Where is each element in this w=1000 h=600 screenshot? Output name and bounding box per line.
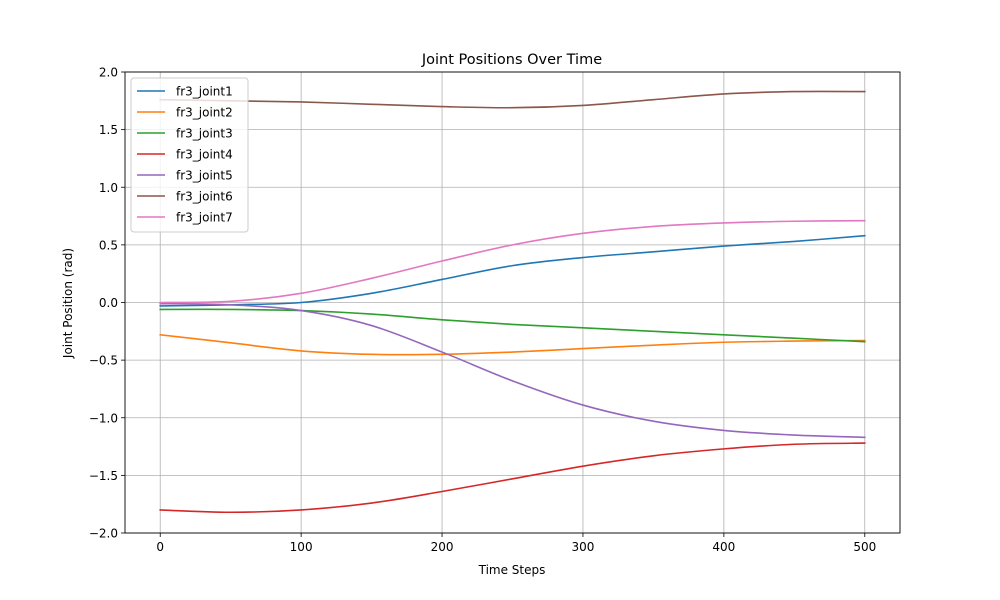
series-line-fr3_joint3: [159, 308, 866, 343]
series-line-fr3_joint4: [159, 442, 866, 514]
x-tick-label: 400: [712, 540, 735, 554]
x-tick-label: 500: [853, 540, 876, 554]
y-ticks: −2.0 −1.5 −1.0 −0.5 0.0 0.5 1.0 1.5 2.0: [89, 66, 125, 541]
legend-label: fr3_joint4: [176, 148, 233, 162]
legend: fr3_joint1 fr3_joint2 fr3_joint3 fr3_joint4…: [130, 77, 249, 233]
y-tick-label: 1.0: [99, 181, 118, 195]
legend-label: fr3_joint5: [176, 169, 233, 183]
series-lines: [159, 90, 866, 514]
y-tick-label: −0.5: [89, 354, 118, 368]
y-tick-label: 2.0: [99, 66, 118, 80]
y-tick-label: 1.5: [99, 123, 118, 137]
y-tick-label: −1.0: [89, 411, 118, 425]
x-tick-label: 0: [156, 540, 164, 554]
y-tick-label: 0.0: [99, 296, 118, 310]
x-tick-label: 200: [431, 540, 454, 554]
legend-label: fr3_joint7: [176, 211, 233, 225]
x-tick-label: 300: [572, 540, 595, 554]
x-axis-label: Time Steps: [478, 563, 546, 577]
chart-title: Joint Positions Over Time: [421, 52, 602, 68]
y-tick-label: 0.5: [99, 238, 118, 252]
y-tick-label: −1.5: [89, 469, 118, 483]
legend-box: [130, 77, 249, 233]
series-line-fr3_joint2: [159, 333, 866, 356]
series-line-fr3_joint6: [159, 90, 866, 109]
series-line-fr3_joint1: [159, 234, 866, 307]
legend-label: fr3_joint3: [176, 127, 233, 141]
legend-label: fr3_joint1: [176, 85, 233, 99]
y-axis-label: Joint Position (rad): [61, 248, 75, 359]
x-ticks: 0 100 200 300 400 500: [156, 533, 876, 554]
legend-label: fr3_joint6: [176, 190, 233, 204]
series-line-fr3_joint7: [159, 219, 866, 304]
y-tick-label: −2.0: [89, 527, 118, 541]
x-tick-label: 100: [290, 540, 313, 554]
series-line-fr3_joint5: [159, 302, 866, 439]
legend-label: fr3_joint2: [176, 106, 233, 120]
